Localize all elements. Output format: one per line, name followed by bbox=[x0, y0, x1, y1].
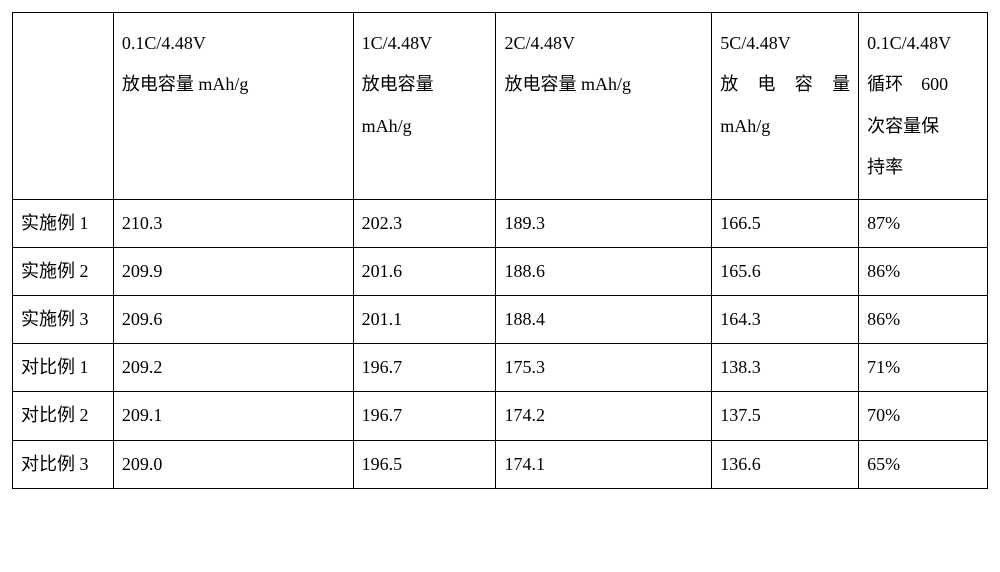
cell: 166.5 bbox=[712, 199, 859, 247]
cell: 201.6 bbox=[353, 247, 496, 295]
cell: 86% bbox=[859, 247, 988, 295]
row-label: 实施例 3 bbox=[13, 295, 114, 343]
header-line: 放电容量 bbox=[362, 64, 488, 105]
header-cell-4: 5C/4.48V 放 电 容 量 mAh/g bbox=[712, 13, 859, 200]
header-line: 0.1C/4.48V bbox=[122, 23, 345, 64]
cell: 201.1 bbox=[353, 295, 496, 343]
table-row: 对比例 1 209.2 196.7 175.3 138.3 71% bbox=[13, 344, 988, 392]
header-cell-2: 1C/4.48V 放电容量 mAh/g bbox=[353, 13, 496, 200]
cell: 174.2 bbox=[496, 392, 712, 440]
header-line: 放电容量 mAh/g bbox=[122, 64, 345, 105]
cell: 196.7 bbox=[353, 392, 496, 440]
header-line: mAh/g bbox=[720, 106, 850, 147]
cell: 164.3 bbox=[712, 295, 859, 343]
cell: 196.5 bbox=[353, 440, 496, 488]
header-line: 5C/4.48V bbox=[720, 23, 850, 64]
table-row: 实施例 3 209.6 201.1 188.4 164.3 86% bbox=[13, 295, 988, 343]
cell: 209.1 bbox=[113, 392, 353, 440]
row-label: 对比例 2 bbox=[13, 392, 114, 440]
data-table: 0.1C/4.48V 放电容量 mAh/g 1C/4.48V 放电容量 mAh/… bbox=[12, 12, 988, 489]
table-row: 实施例 1 210.3 202.3 189.3 166.5 87% bbox=[13, 199, 988, 247]
header-cell-5: 0.1C/4.48V 循环 600 次容量保 持率 bbox=[859, 13, 988, 200]
row-label: 对比例 1 bbox=[13, 344, 114, 392]
cell: 71% bbox=[859, 344, 988, 392]
table-row: 实施例 2 209.9 201.6 188.6 165.6 86% bbox=[13, 247, 988, 295]
cell: 196.7 bbox=[353, 344, 496, 392]
header-line: 1C/4.48V bbox=[362, 23, 488, 64]
row-label: 实施例 2 bbox=[13, 247, 114, 295]
header-line: 持率 bbox=[867, 147, 979, 188]
cell: 209.6 bbox=[113, 295, 353, 343]
cell: 87% bbox=[859, 199, 988, 247]
header-line: mAh/g bbox=[362, 106, 488, 147]
table-body: 实施例 1 210.3 202.3 189.3 166.5 87% 实施例 2 … bbox=[13, 199, 988, 488]
header-cell-0 bbox=[13, 13, 114, 200]
cell: 65% bbox=[859, 440, 988, 488]
row-label: 对比例 3 bbox=[13, 440, 114, 488]
cell: 202.3 bbox=[353, 199, 496, 247]
header-cell-3: 2C/4.48V 放电容量 mAh/g bbox=[496, 13, 712, 200]
cell: 137.5 bbox=[712, 392, 859, 440]
cell: 209.0 bbox=[113, 440, 353, 488]
cell: 70% bbox=[859, 392, 988, 440]
header-line: 0.1C/4.48V bbox=[867, 23, 979, 64]
table-header: 0.1C/4.48V 放电容量 mAh/g 1C/4.48V 放电容量 mAh/… bbox=[13, 13, 988, 200]
header-cell-1: 0.1C/4.48V 放电容量 mAh/g bbox=[113, 13, 353, 200]
header-line: 次容量保 bbox=[867, 106, 979, 147]
table-row: 对比例 3 209.0 196.5 174.1 136.6 65% bbox=[13, 440, 988, 488]
cell: 86% bbox=[859, 295, 988, 343]
header-row: 0.1C/4.48V 放电容量 mAh/g 1C/4.48V 放电容量 mAh/… bbox=[13, 13, 988, 200]
cell: 175.3 bbox=[496, 344, 712, 392]
cell: 138.3 bbox=[712, 344, 859, 392]
cell: 210.3 bbox=[113, 199, 353, 247]
cell: 188.4 bbox=[496, 295, 712, 343]
header-line: 放电容量 mAh/g bbox=[504, 64, 703, 105]
header-line: 放 电 容 量 bbox=[720, 64, 850, 105]
cell: 165.6 bbox=[712, 247, 859, 295]
header-line: 循环 600 bbox=[867, 64, 979, 105]
cell: 209.9 bbox=[113, 247, 353, 295]
cell: 209.2 bbox=[113, 344, 353, 392]
cell: 188.6 bbox=[496, 247, 712, 295]
cell: 136.6 bbox=[712, 440, 859, 488]
cell: 189.3 bbox=[496, 199, 712, 247]
cell: 174.1 bbox=[496, 440, 712, 488]
row-label: 实施例 1 bbox=[13, 199, 114, 247]
header-line: 2C/4.48V bbox=[504, 23, 703, 64]
table-row: 对比例 2 209.1 196.7 174.2 137.5 70% bbox=[13, 392, 988, 440]
